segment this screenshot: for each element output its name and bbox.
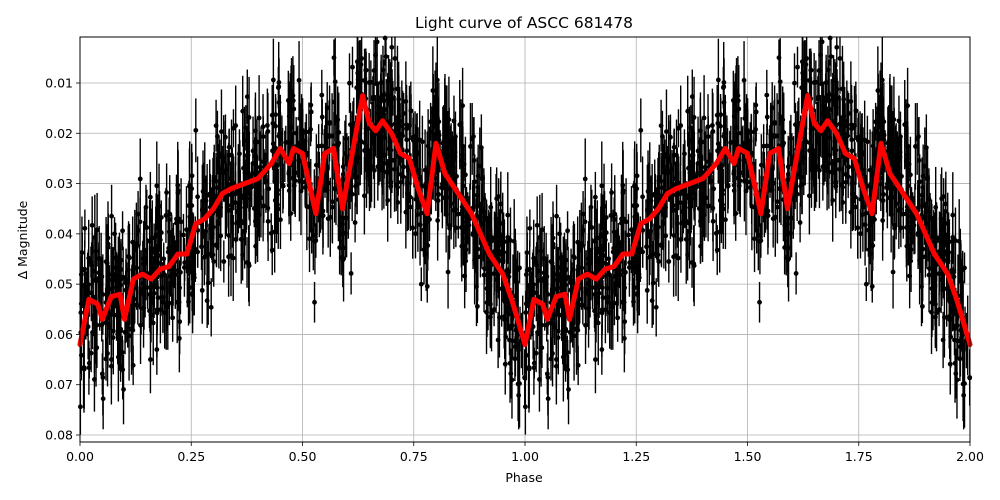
- model-curve: [77, 93, 973, 347]
- x-tick-label: 0.00: [66, 449, 94, 464]
- y-tick-label: 0.05: [45, 277, 73, 292]
- y-tick-label: 0.08: [45, 428, 73, 443]
- x-tick-label: 0.25: [177, 449, 205, 464]
- y-tick-label: 0.01: [45, 76, 73, 91]
- x-tick-label: 1.50: [734, 449, 762, 464]
- x-tick-label: 2.00: [956, 449, 984, 464]
- y-axis-ticks: 0.01 0.02 0.03 0.04 0.05 0.06 0.07 0.08: [45, 76, 80, 443]
- y-tick-label: 0.06: [45, 327, 73, 342]
- x-tick-label: 1.25: [622, 449, 650, 464]
- x-tick-label: 0.75: [400, 449, 428, 464]
- y-tick-label: 0.02: [45, 126, 73, 141]
- y-tick-label: 0.04: [45, 226, 73, 241]
- x-tick-label: 0.50: [289, 449, 317, 464]
- y-tick-label: 0.03: [45, 176, 73, 191]
- y-tick-label: 0.07: [45, 377, 73, 392]
- x-tick-label: 1.75: [845, 449, 873, 464]
- chart-title: Light curve of ASCC 681478: [415, 14, 633, 32]
- x-axis-label: Phase: [505, 470, 543, 485]
- x-tick-label: 1.00: [511, 449, 539, 464]
- y-axis-label: Δ Magnitude: [15, 200, 30, 279]
- x-axis-ticks: 0.00 0.25 0.50 0.75 1.00 1.25 1.50 1.75 2.00: [66, 442, 984, 464]
